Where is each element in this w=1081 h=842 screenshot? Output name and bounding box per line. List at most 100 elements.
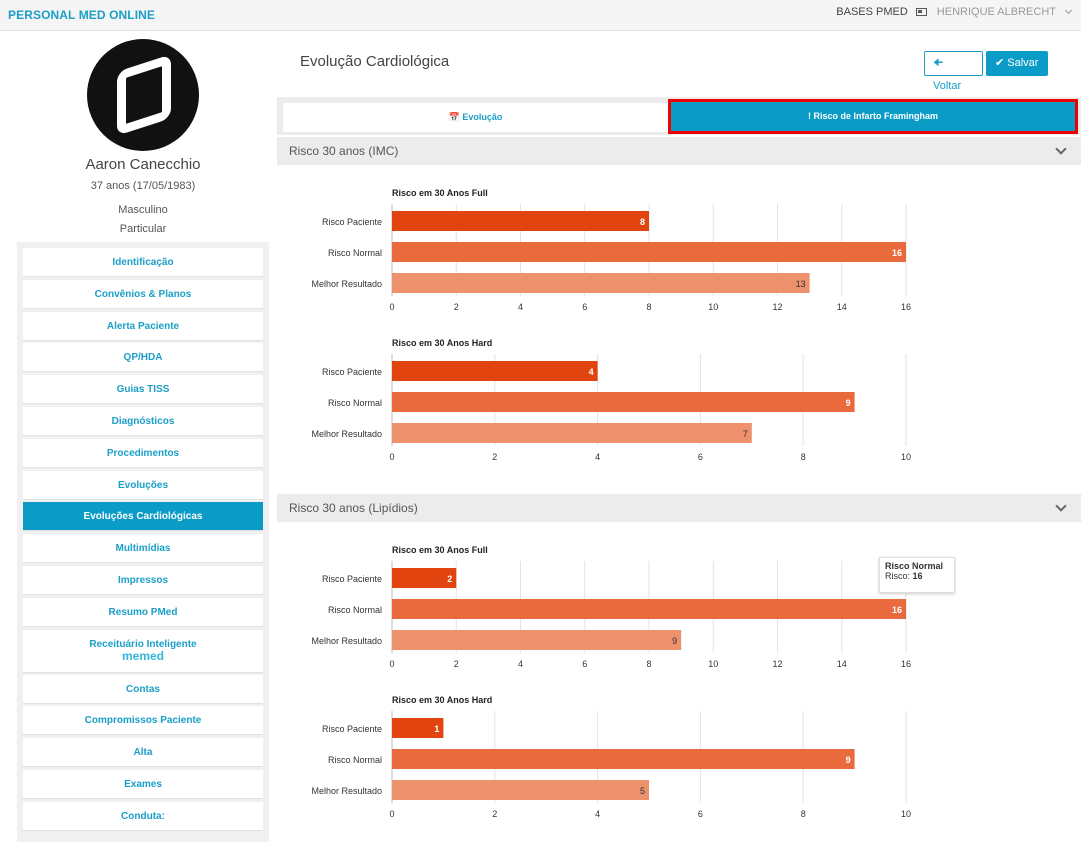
tick-label: 2 [454,659,459,669]
sidebar-item[interactable]: Convênios & Planos [23,279,263,309]
tab-bar: 📅 Evolução ! Risco de Infarto Framingham [277,97,1081,135]
chart-tooltip: Risco Normal Risco: 16 [879,557,955,593]
sidebar-item[interactable]: Exames [23,770,263,799]
card-icon[interactable] [915,8,927,16]
sidebar-item-label: Evoluções Cardiológicas [83,511,203,523]
sidebar-item[interactable]: Contas [23,674,263,704]
category-label: Melhor Resultado [311,786,382,796]
sidebar-item-label: Compromissos Paciente [84,715,202,727]
section-lipidios-title: Risco 30 anos (Lipídios) [289,501,418,515]
sidebar-item[interactable]: Evoluções Cardiológicas [23,502,263,532]
check-icon: ✔ [995,57,1005,69]
sidebar-item-label: Conduta: [121,810,165,822]
category-label: Melhor Resultado [311,636,382,646]
sidebar-item[interactable]: Conduta: [23,801,263,831]
data-label: 9 [672,636,677,646]
tick-label: 14 [837,659,847,669]
tick-label: 6 [698,452,703,462]
bar [392,423,752,443]
tick-label: 0 [389,302,394,312]
sidebar-item[interactable]: Identificação [23,248,263,277]
tick-label: 8 [646,302,651,312]
category-label: Risco Normal [328,248,382,258]
chart-title: Risco em 30 Anos Full [392,188,488,198]
data-label: 4 [589,367,594,377]
sidebar-item[interactable]: Compromissos Paciente [23,706,263,736]
tab-risco-label: Risco de Infarto Framingham [813,111,939,121]
sidebar-item[interactable]: Impressos [23,566,263,595]
tick-label: 8 [801,452,806,462]
category-label: Risco Paciente [322,367,382,377]
data-label: 16 [892,605,902,615]
data-label: 2 [447,574,452,584]
back-label: Voltar [933,80,962,92]
sidebar-item[interactable]: QP/HDA [23,343,263,373]
sidebar-item-label: Convênios & Planos [94,288,192,300]
tick-label: 10 [901,452,911,462]
chart-title: Risco em 30 Anos Full [392,545,488,555]
bases-link[interactable]: BASES PMED [836,6,908,18]
sidebar-item[interactable]: Guias TISS [23,375,263,405]
sidebar-item[interactable]: Receituário Inteligente memed [23,629,263,673]
category-label: Risco Paciente [322,724,382,734]
sidebar-item-label: Receituário Inteligente [89,638,197,650]
tick-label: 0 [389,452,394,462]
tick-label: 2 [454,302,459,312]
tick-label: 0 [389,809,394,819]
bar [392,392,855,412]
data-label: 8 [640,217,645,227]
section-lipidios-header[interactable]: Risco 30 anos (Lipídios) [277,494,1081,522]
brand-logo[interactable]: PERSONAL MED ONLINE [8,8,156,22]
arrow-left-icon: 🠈 [933,57,944,69]
sidebar-item[interactable]: Multimídias [23,534,263,564]
sidebar-item[interactable]: Alta [23,738,263,768]
section-imc-header[interactable]: Risco 30 anos (IMC) [277,137,1081,165]
category-label: Melhor Resultado [311,279,382,289]
tab-evolucao[interactable]: 📅 Evolução [283,103,668,132]
sidebar-item[interactable]: Diagnósticos [23,407,263,436]
tick-label: 16 [901,659,911,669]
exclamation-icon: ! [807,111,811,121]
sidebar-item-label: Identificação [112,257,174,268]
chevron-down-icon[interactable] [1055,500,1067,512]
sidebar-item-label: Impressos [117,575,169,586]
category-label: Risco Paciente [322,574,382,584]
tooltip-title: Risco Normal [885,561,944,571]
left-panel: Aaron Canecchio 37 anos (17/05/1983) Mas… [0,31,277,842]
chart-title: Risco em 30 Anos Hard [392,338,492,348]
chevron-down-icon[interactable] [1064,6,1073,15]
avatar [87,39,199,151]
category-label: Risco Normal [328,605,382,615]
tick-label: 4 [595,452,600,462]
sidebar-item-label: Alta [133,747,153,759]
sidebar-item-label: Resumo PMed [108,606,178,618]
bar [392,242,906,262]
save-button[interactable]: ✔ Salvar [986,51,1048,76]
sidebar-item-label: Alerta Paciente [106,320,180,332]
sidebar-item[interactable]: Evoluções [23,470,263,500]
sidebar-item[interactable]: Procedimentos [23,438,263,468]
bar [392,361,598,381]
sidebar-item[interactable]: Resumo PMed [23,597,263,627]
main-content: Evolução Cardiológica 🠈 Voltar ✔ Salvar … [277,31,1081,830]
sidebar-item-label: Contas [126,683,160,695]
sidebar-item-label: Multimídias [115,543,171,555]
tick-label: 6 [582,659,587,669]
tab-risco-framingham[interactable]: ! Risco de Infarto Framingham [668,99,1078,134]
user-menu[interactable]: HENRIQUE ALBRECHT [936,6,1056,18]
chevron-down-icon[interactable] [1055,143,1067,155]
data-label: 5 [640,786,645,796]
category-label: Melhor Resultado [311,429,382,439]
data-label: 9 [846,398,851,408]
sidebar-item[interactable]: Alerta Paciente [23,311,263,341]
top-right: BASES PMED HENRIQUE ALBRECHT [836,6,1073,18]
tick-label: 12 [772,302,782,312]
patient-plan: Particular [119,223,167,235]
tick-label: 10 [901,809,911,819]
sidebar-item-label: QP/HDA [123,352,163,364]
back-button[interactable]: 🠈 Voltar [924,51,983,92]
bar [392,718,444,738]
bar [392,599,906,619]
patient-sex: Masculino [118,204,168,216]
category-label: Risco Paciente [322,217,382,227]
